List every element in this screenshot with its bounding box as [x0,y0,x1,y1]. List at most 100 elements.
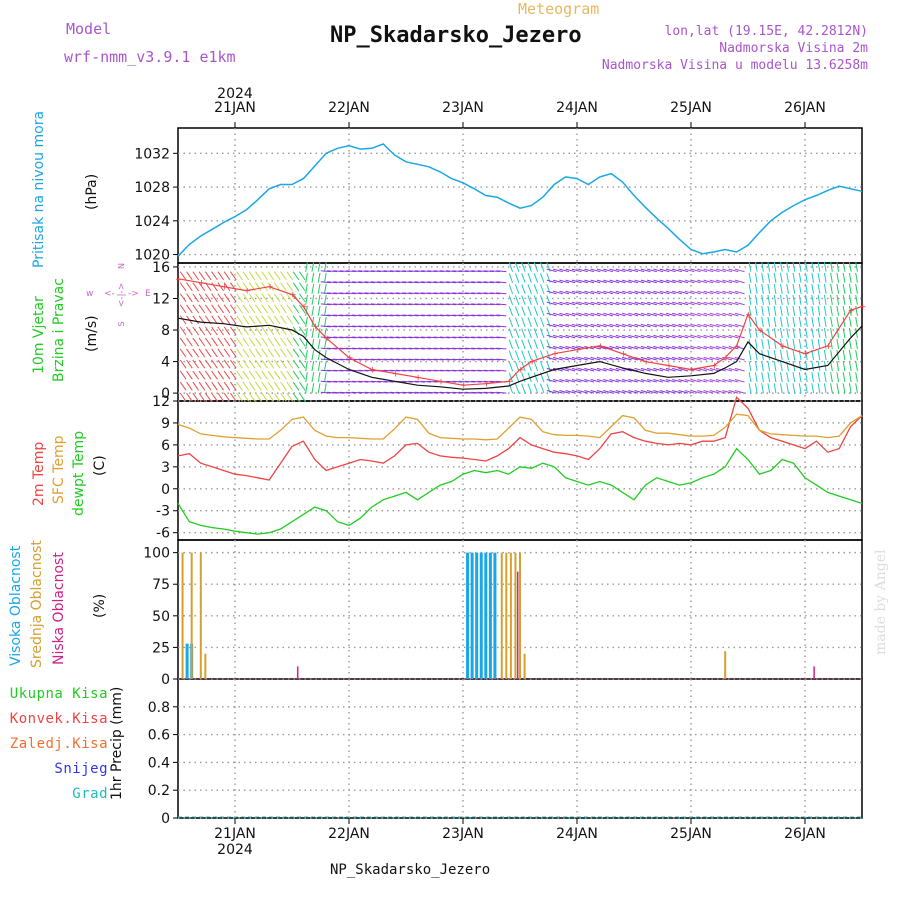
wind-arrow [565,323,576,328]
wind-arrow [508,317,514,328]
wind-arrow [836,339,840,350]
wind-arrow [805,383,808,394]
pressure-line [177,143,863,257]
wind-arrow [798,339,802,350]
wind-arrow [830,305,833,316]
wind-arrow [427,380,438,383]
wind-arrow [446,270,457,273]
sfc-temp-line [177,413,863,441]
wind-arrow [211,304,218,314]
wind-arrow [305,294,308,305]
wind-arrow [192,293,200,303]
svg-text:S: S [117,321,126,326]
wind-arrow [464,358,476,361]
wind-arrow [767,361,771,372]
wind-arrow [483,380,494,383]
wind-arrow [446,303,457,306]
wind-arrow [471,281,482,284]
wind-arrow [533,317,539,328]
panel-frame [177,678,863,819]
wind-arrow [728,367,739,372]
wind-arrow [684,356,695,361]
wind-arrow [389,303,400,306]
wind-arrow [527,328,532,339]
wind-arrow [722,268,733,273]
wind-arrow [590,268,601,273]
wind-arrow [364,281,375,284]
wind-arrow [690,379,701,383]
y-tick-label: 75 [152,577,170,593]
wind-arrow [552,323,563,328]
wind-arrow [690,323,701,328]
wind-arrow [402,391,413,394]
wind-arrow [798,272,802,283]
wind-arrow [836,294,840,305]
wind-arrow [684,268,695,273]
station-title: NP_Skadarsko_Jezero [330,23,582,48]
wind-arrow [305,383,308,394]
wind-arrow [186,293,193,303]
wind-arrow [722,390,733,394]
svg-text:<-: <- [104,289,115,299]
wind-arrow [628,334,639,339]
wind-arrow [559,312,570,317]
wind-arrow [767,261,771,272]
wind-arrow [327,336,338,339]
wind-arrow [546,345,557,350]
wind-arrow [345,292,356,295]
wind-arrow [352,380,363,383]
wind-arrow [805,339,808,350]
wind-arrow [767,283,771,294]
wind-arrow [761,283,764,294]
wind-arrow [715,312,726,317]
wind-arrow [490,369,501,372]
wind-arrow [540,273,545,283]
wind-gust-marker: + [392,369,400,379]
wind-arrow [590,290,601,295]
wind-arrow [552,379,563,383]
wind-arrow [395,369,407,372]
wind-arrow [527,295,532,305]
wind-arrow [223,348,231,358]
wind-arrow [855,328,858,339]
wind-arrow [761,361,764,372]
wind-arrow [855,305,858,316]
wind-arrow [464,391,476,394]
svg-text:w: w [86,289,93,299]
wind-arrow [609,390,620,394]
wind-arrow [761,272,764,283]
wind-arrow [823,350,827,361]
wind-arrow [408,347,419,350]
wind-arrow [395,358,407,361]
wind-arrow [703,367,714,372]
wind-arrow [848,272,852,283]
wind-arrow [773,350,777,361]
wind-arrow [817,350,821,361]
wind-arrow [659,334,670,339]
wind-arrow [345,347,356,350]
wind-arrow [452,358,463,361]
wind-arrow [709,390,720,394]
wind-arrow [780,316,783,327]
wind-arrow [540,328,545,339]
legend-snow: Snijeg [54,761,108,777]
wind-arrow [521,372,526,383]
wind-arrow [414,380,425,383]
wind-arrow [665,356,676,361]
wind-arrow [204,381,212,391]
wind-arrow [811,328,815,339]
wind-arrow [684,301,695,306]
wind-arrow [596,312,607,317]
wind-arrow [370,380,381,383]
wind-arrow [514,317,520,328]
wind-arrow [248,271,256,281]
wind-arrow [722,334,733,339]
wind-gust-marker: + [437,377,445,387]
wind-arrow [273,381,281,391]
legend-total-precip: Ukupna Kisa [9,686,108,702]
wind-arrow [848,328,852,339]
wind-arrow [273,293,281,303]
wind-arrow [433,314,444,317]
wind-arrow [584,334,595,339]
wind-arrow [653,356,664,361]
